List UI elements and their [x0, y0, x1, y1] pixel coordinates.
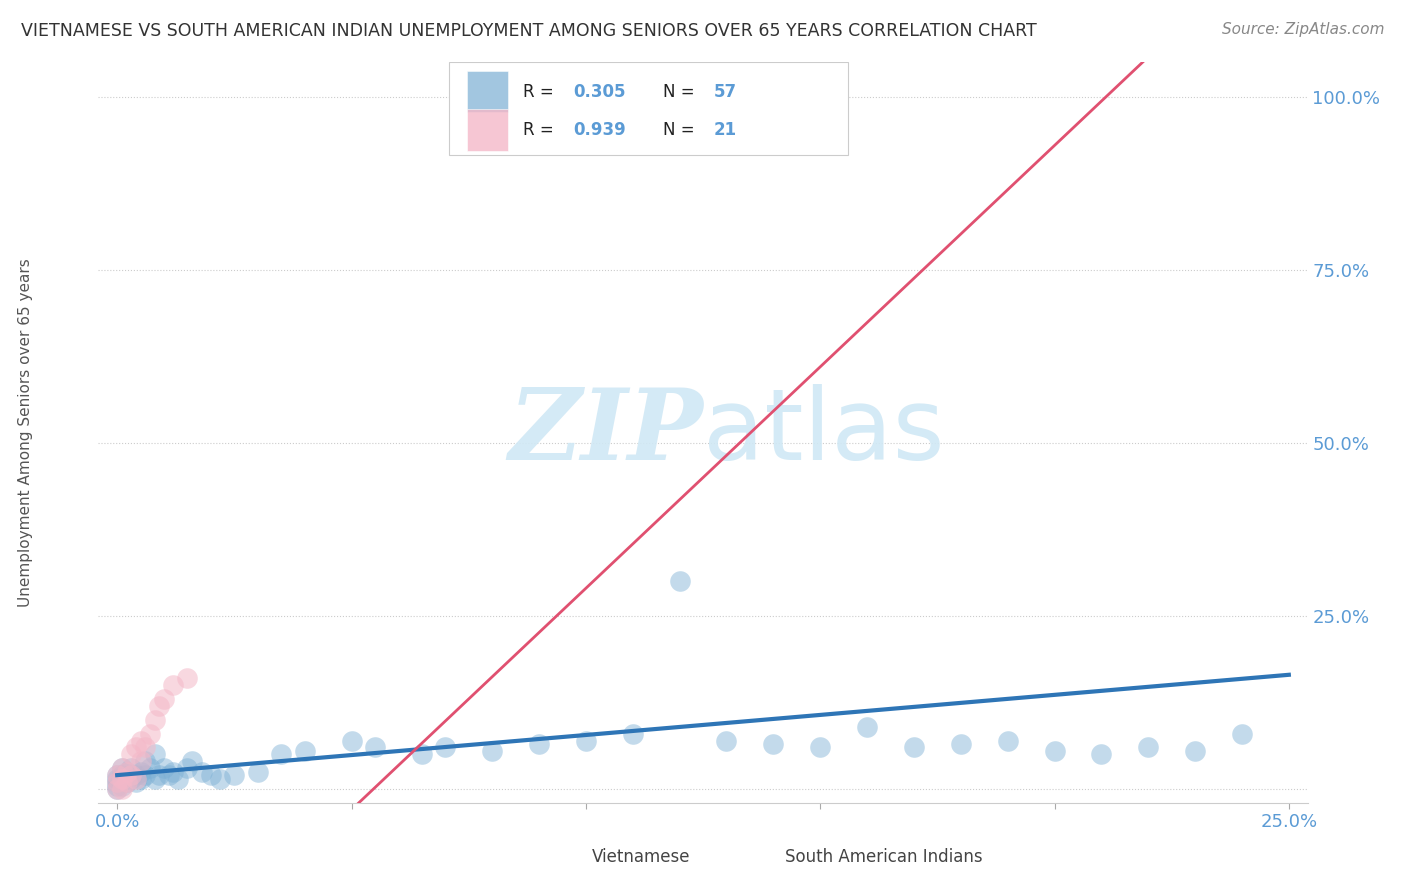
- Point: [148, 698, 170, 713]
- Point: [105, 779, 128, 793]
- Point: [527, 737, 550, 751]
- Point: [115, 764, 138, 779]
- Point: [808, 740, 831, 755]
- Point: [246, 764, 269, 779]
- Text: Unemployment Among Seniors over 65 years: Unemployment Among Seniors over 65 years: [18, 259, 34, 607]
- Point: [162, 678, 184, 692]
- Text: VIETNAMESE VS SOUTH AMERICAN INDIAN UNEMPLOYMENT AMONG SENIORS OVER 65 YEARS COR: VIETNAMESE VS SOUTH AMERICAN INDIAN UNEM…: [21, 22, 1036, 40]
- Point: [143, 713, 166, 727]
- Point: [120, 768, 142, 782]
- Point: [143, 772, 166, 786]
- Point: [668, 574, 690, 589]
- Point: [125, 775, 148, 789]
- Point: [340, 733, 363, 747]
- Point: [134, 754, 156, 768]
- Text: Source: ZipAtlas.com: Source: ZipAtlas.com: [1222, 22, 1385, 37]
- Point: [1043, 744, 1066, 758]
- FancyBboxPatch shape: [467, 109, 509, 151]
- Text: 0.305: 0.305: [574, 83, 626, 101]
- FancyBboxPatch shape: [543, 840, 585, 873]
- Text: 21: 21: [714, 121, 737, 139]
- Point: [481, 744, 503, 758]
- Point: [129, 764, 152, 779]
- Point: [105, 772, 128, 786]
- Point: [176, 671, 198, 685]
- Point: [209, 772, 232, 786]
- Point: [162, 764, 184, 779]
- Text: atlas: atlas: [703, 384, 945, 481]
- Point: [111, 761, 134, 775]
- Point: [148, 768, 170, 782]
- Point: [129, 772, 152, 786]
- Point: [200, 768, 222, 782]
- Point: [125, 768, 148, 782]
- FancyBboxPatch shape: [449, 62, 848, 155]
- Text: N =: N =: [664, 83, 700, 101]
- Point: [575, 733, 598, 747]
- Point: [997, 733, 1019, 747]
- Point: [153, 761, 176, 775]
- Point: [129, 733, 152, 747]
- Text: N =: N =: [664, 121, 700, 139]
- Text: South American Indians: South American Indians: [785, 848, 983, 866]
- Point: [111, 768, 134, 782]
- Point: [115, 775, 138, 789]
- Text: 0.939: 0.939: [574, 121, 626, 139]
- FancyBboxPatch shape: [737, 840, 778, 873]
- Point: [120, 772, 142, 786]
- Point: [621, 726, 644, 740]
- Text: 57: 57: [714, 83, 737, 101]
- Text: Vietnamese: Vietnamese: [592, 848, 690, 866]
- Point: [125, 740, 148, 755]
- Point: [903, 740, 925, 755]
- Point: [176, 761, 198, 775]
- Point: [1137, 740, 1160, 755]
- Point: [1090, 747, 1112, 762]
- Point: [139, 726, 162, 740]
- Point: [190, 764, 212, 779]
- Point: [111, 781, 134, 796]
- Point: [111, 772, 134, 786]
- Point: [1230, 726, 1253, 740]
- Point: [105, 768, 128, 782]
- Point: [143, 747, 166, 762]
- Point: [762, 737, 785, 751]
- Point: [1184, 744, 1206, 758]
- Point: [181, 754, 204, 768]
- Point: [115, 775, 138, 789]
- Point: [411, 747, 433, 762]
- Point: [120, 768, 142, 782]
- Point: [294, 744, 316, 758]
- Text: ZIP: ZIP: [508, 384, 703, 481]
- FancyBboxPatch shape: [467, 71, 509, 112]
- Point: [111, 779, 134, 793]
- Point: [115, 764, 138, 779]
- Point: [167, 772, 190, 786]
- Point: [129, 754, 152, 768]
- Point: [120, 761, 142, 775]
- Point: [105, 775, 128, 789]
- Point: [224, 768, 246, 782]
- Point: [270, 747, 292, 762]
- Point: [120, 747, 142, 762]
- Text: R =: R =: [523, 83, 558, 101]
- Point: [856, 720, 879, 734]
- Point: [134, 740, 156, 755]
- Point: [111, 761, 134, 775]
- Point: [716, 733, 738, 747]
- Point: [105, 781, 128, 796]
- Point: [125, 772, 148, 786]
- Point: [434, 740, 457, 755]
- Point: [139, 761, 162, 775]
- Point: [949, 737, 972, 751]
- Point: [157, 768, 180, 782]
- Text: R =: R =: [523, 121, 558, 139]
- Point: [105, 768, 128, 782]
- Point: [105, 781, 128, 796]
- Point: [134, 768, 156, 782]
- Point: [153, 692, 176, 706]
- Point: [105, 775, 128, 789]
- Point: [364, 740, 387, 755]
